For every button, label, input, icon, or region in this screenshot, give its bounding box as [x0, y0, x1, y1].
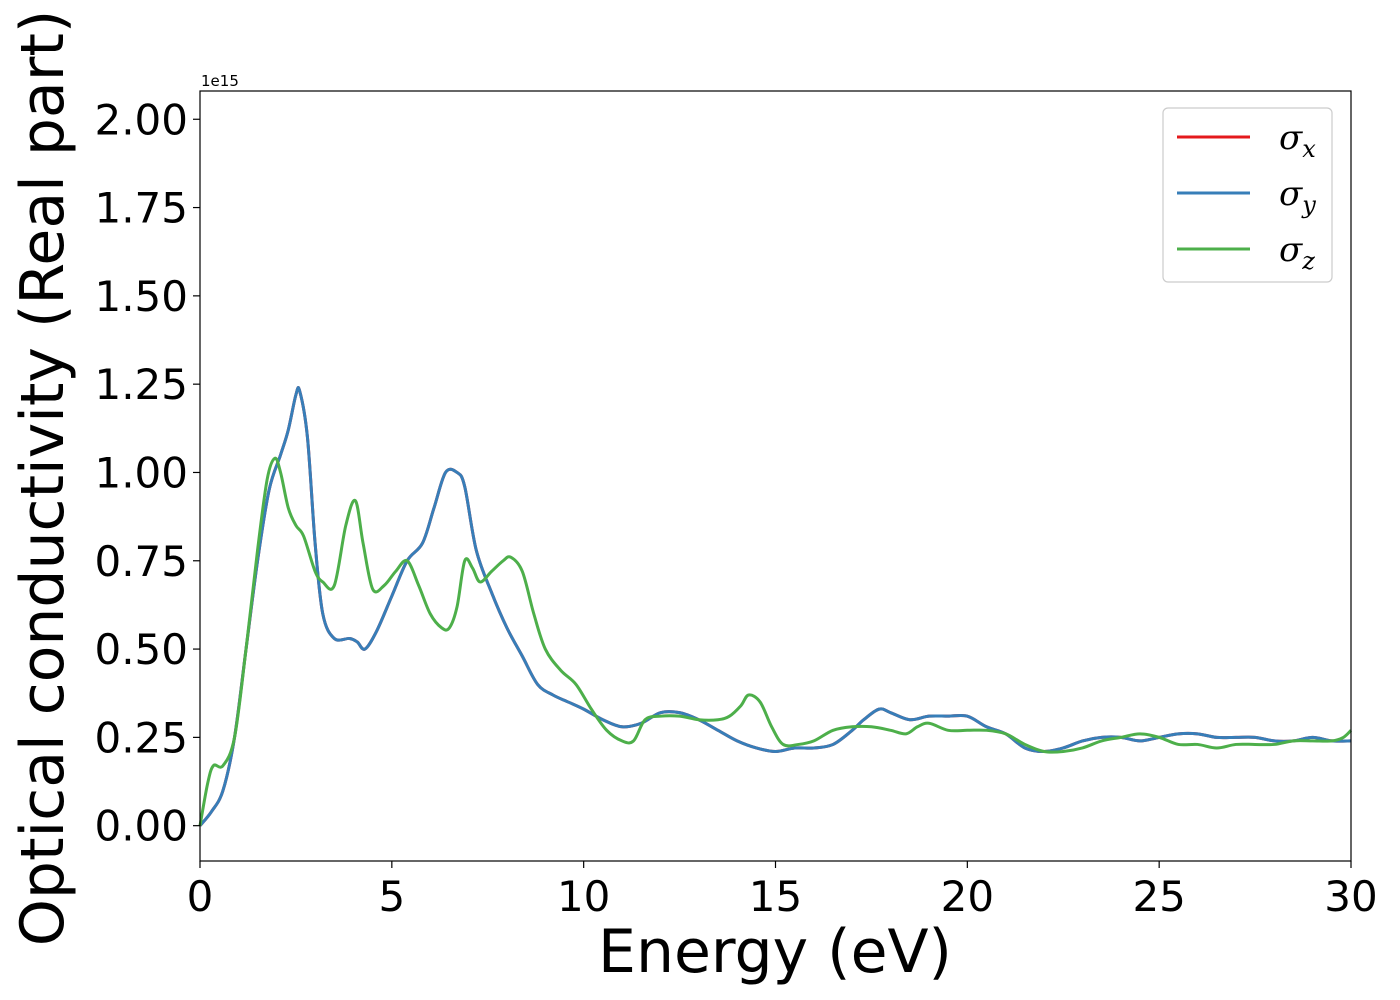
y-axis-label: Optical conductivity (Real part) — [8, 10, 78, 947]
x-tick-label: 30 — [1324, 872, 1377, 921]
legend-frame — [1162, 107, 1333, 283]
y-tick-label: 1.75 — [94, 184, 188, 233]
y-tick-label: 0.00 — [94, 802, 188, 851]
x-tick-label: 20 — [941, 872, 994, 921]
y-tick-label: 1.50 — [94, 272, 188, 321]
x-tick-label: 10 — [557, 872, 610, 921]
y-offset-label: 1e15 — [201, 72, 239, 90]
x-axis-label: Energy (eV) — [598, 917, 952, 987]
series-layer — [198, 386, 1353, 827]
y-tick-label: 0.75 — [94, 537, 188, 586]
y-tick-label: 1.25 — [94, 360, 188, 409]
x-tick-label: 25 — [1132, 872, 1185, 921]
x-tick-label: 0 — [187, 872, 214, 921]
y-tick-label: 0.50 — [94, 625, 188, 674]
y-tick-label: 0.25 — [94, 713, 188, 762]
x-tick-label: 5 — [378, 872, 405, 921]
y-tick-label: 2.00 — [94, 95, 188, 144]
x-tick-label: 15 — [749, 872, 802, 921]
y-axis-ticks: 0.00 0.25 0.50 0.75 1.00 1.25 1.50 1.75 2.00 — [94, 95, 200, 851]
y-tick-label: 1.00 — [94, 448, 188, 497]
series-line-z — [198, 456, 1353, 826]
x-axis-ticks: 0 5 10 15 20 25 30 — [187, 861, 1378, 921]
